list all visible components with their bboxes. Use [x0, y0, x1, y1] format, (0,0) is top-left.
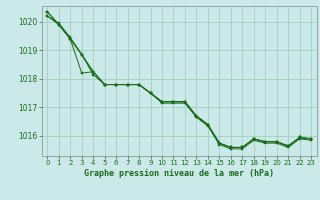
X-axis label: Graphe pression niveau de la mer (hPa): Graphe pression niveau de la mer (hPa) — [84, 169, 274, 178]
